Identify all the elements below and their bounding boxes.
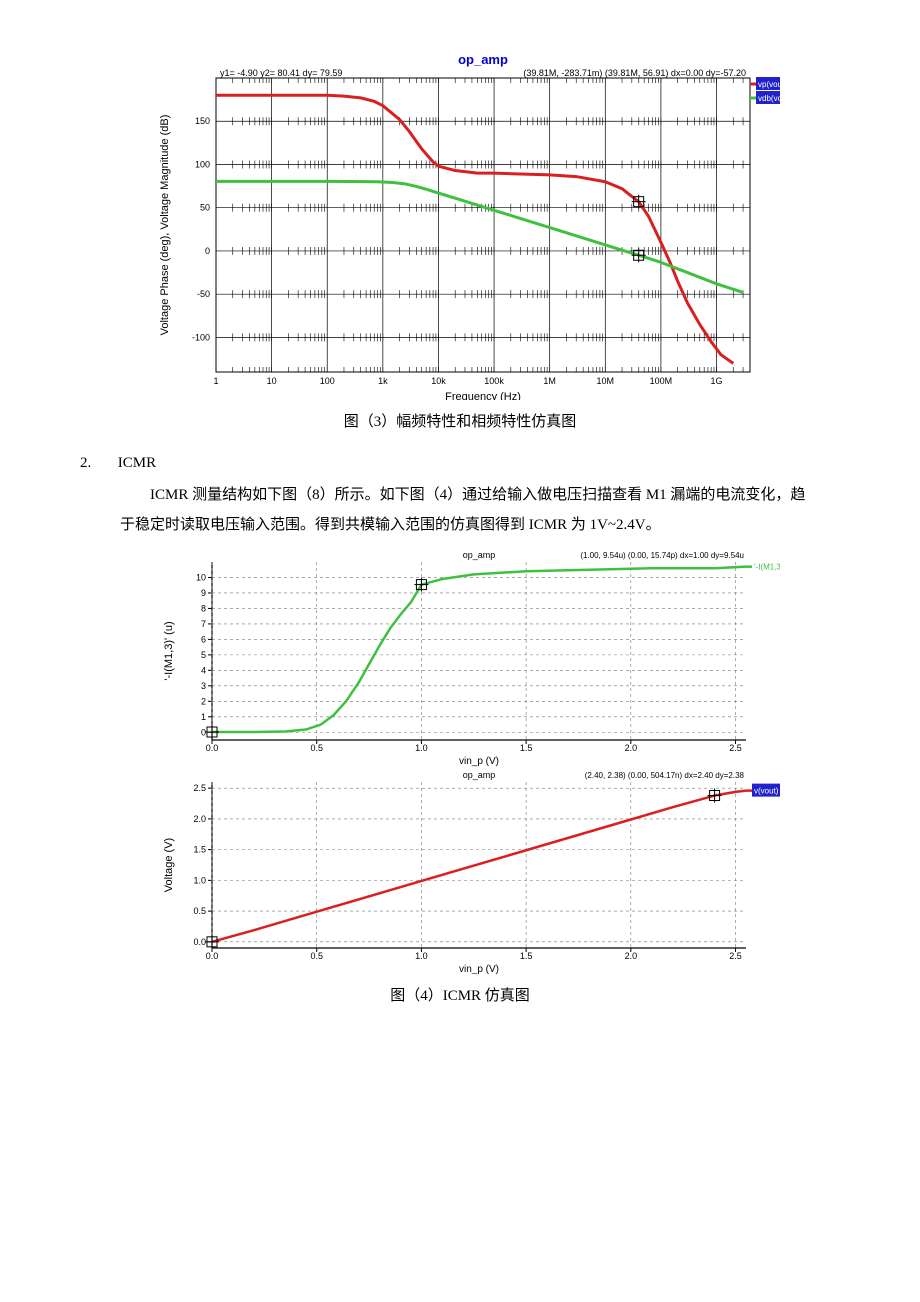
- svg-text:1.0: 1.0: [415, 951, 428, 961]
- svg-text:10: 10: [196, 572, 206, 582]
- figure-4-caption: 图（4）ICMR 仿真图: [60, 984, 860, 1005]
- section-2-heading: 2. ICMR: [60, 455, 860, 472]
- svg-text:2.0: 2.0: [625, 743, 638, 753]
- svg-text:Voltage (V): Voltage (V): [163, 838, 175, 892]
- svg-text:5: 5: [201, 650, 206, 660]
- svg-text:v(vout): v(vout): [754, 787, 779, 796]
- section-number: 2.: [80, 455, 114, 472]
- svg-text:vp(vout): vp(vout): [758, 80, 780, 89]
- svg-text:op_amp: op_amp: [463, 770, 496, 780]
- svg-text:1.0: 1.0: [193, 875, 206, 885]
- svg-text:2.0: 2.0: [625, 951, 638, 961]
- svg-text:2: 2: [201, 696, 206, 706]
- svg-text:100: 100: [195, 159, 210, 169]
- svg-text:100k: 100k: [484, 376, 504, 386]
- svg-text:Frequency (Hz): Frequency (Hz): [445, 391, 521, 400]
- section-title: ICMR: [118, 455, 156, 471]
- svg-text:3: 3: [201, 681, 206, 691]
- svg-text:Voltage Phase (deg), Voltage M: Voltage Phase (deg), Voltage Magnitude (…: [159, 115, 171, 336]
- svg-text:7: 7: [201, 619, 206, 629]
- svg-text:2.0: 2.0: [193, 814, 206, 824]
- bode-plot-chart: 1 10 100 1k 10k 100k 1M 10M 100M 1G -100 -50 0 50 100 1…: [140, 50, 780, 400]
- svg-text:4: 4: [201, 665, 206, 675]
- svg-text:10: 10: [267, 376, 277, 386]
- svg-text:0.5: 0.5: [193, 906, 206, 916]
- svg-text:100M: 100M: [650, 376, 673, 386]
- svg-text:1.5: 1.5: [193, 845, 206, 855]
- svg-text:0.0: 0.0: [193, 937, 206, 947]
- svg-text:op_amp: op_amp: [458, 52, 508, 67]
- svg-text:(39.81M, -283.71m) (39.81M, 56: (39.81M, -283.71m) (39.81M, 56.91) dx=0.…: [523, 68, 746, 78]
- svg-text:100: 100: [320, 376, 335, 386]
- svg-text:-50: -50: [197, 289, 210, 299]
- svg-text:1M: 1M: [543, 376, 556, 386]
- svg-text:8: 8: [201, 603, 206, 613]
- svg-text:2.5: 2.5: [729, 951, 742, 961]
- svg-text:'-I(M1,3)': '-I(M1,3)': [754, 563, 780, 572]
- svg-text:1G: 1G: [711, 376, 723, 386]
- svg-text:1.5: 1.5: [520, 951, 533, 961]
- svg-text:vin_p (V): vin_p (V): [459, 756, 499, 767]
- svg-text:0.0: 0.0: [206, 743, 219, 753]
- svg-text:0.5: 0.5: [310, 951, 323, 961]
- svg-text:-100: -100: [192, 332, 210, 342]
- svg-text:0.5: 0.5: [310, 743, 323, 753]
- icmr-paragraph: ICMR 测量结构如下图（8）所示。如下图（4）通过给输入做电压扫描查看 M1 …: [120, 480, 820, 540]
- svg-text:'-I(M1,3)' (u): '-I(M1,3)' (u): [163, 621, 175, 680]
- svg-text:vdb(vout): vdb(vout): [758, 94, 780, 103]
- svg-text:vin_p (V): vin_p (V): [459, 964, 499, 974]
- svg-text:1.0: 1.0: [415, 743, 428, 753]
- svg-text:9: 9: [201, 588, 206, 598]
- svg-text:6: 6: [201, 634, 206, 644]
- svg-text:(2.40, 2.38) (0.00, 504.17n) d: (2.40, 2.38) (0.00, 504.17n) dx=2.40 dy=…: [585, 771, 745, 780]
- svg-text:1: 1: [213, 376, 218, 386]
- svg-text:50: 50: [200, 203, 210, 213]
- svg-text:(1.00, 9.54u) (0.00, 15.74p) d: (1.00, 9.54u) (0.00, 15.74p) dx=1.00 dy=…: [580, 551, 744, 560]
- svg-text:2.5: 2.5: [193, 783, 206, 793]
- figure-3-caption: 图（3）幅频特性和相频特性仿真图: [60, 410, 860, 431]
- svg-text:10M: 10M: [597, 376, 615, 386]
- svg-text:150: 150: [195, 116, 210, 126]
- svg-text:op_amp: op_amp: [463, 550, 496, 560]
- svg-text:1k: 1k: [378, 376, 388, 386]
- svg-text:1.5: 1.5: [520, 743, 533, 753]
- svg-text:0.0: 0.0: [206, 951, 219, 961]
- svg-text:y1= -4.90 y2= 80.41 dy: y1= -4.90 y2= 80.41 dy= 79.59: [220, 68, 342, 78]
- svg-text:1: 1: [201, 712, 206, 722]
- svg-text:2.5: 2.5: [729, 743, 742, 753]
- svg-text:10k: 10k: [431, 376, 446, 386]
- svg-text:0: 0: [205, 246, 210, 256]
- icmr-sim-chart: 0123456789100.00.51.01.52.02.5op_amp(1.0…: [140, 544, 780, 974]
